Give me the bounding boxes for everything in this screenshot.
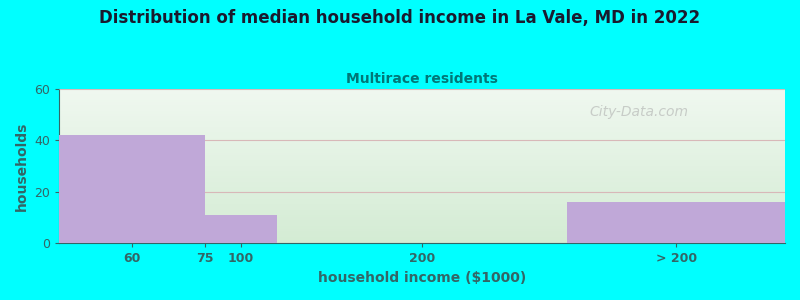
Text: Distribution of median household income in La Vale, MD in 2022: Distribution of median household income … bbox=[99, 9, 701, 27]
Bar bbox=[205, 215, 277, 243]
Bar bbox=[567, 202, 785, 243]
Bar bbox=[59, 135, 205, 243]
Bar bbox=[567, 202, 785, 243]
Bar bbox=[205, 215, 277, 243]
Text: City-Data.com: City-Data.com bbox=[589, 105, 688, 119]
X-axis label: household income ($1000): household income ($1000) bbox=[318, 271, 526, 285]
Title: Multirace residents: Multirace residents bbox=[346, 72, 498, 86]
Bar bbox=[59, 135, 205, 243]
Y-axis label: households: households bbox=[15, 121, 29, 211]
